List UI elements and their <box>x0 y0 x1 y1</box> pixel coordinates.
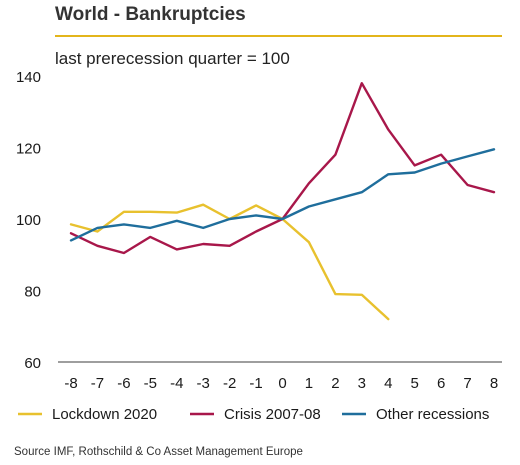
x-tick-label: 2 <box>331 375 339 392</box>
x-tick-label: -4 <box>170 375 183 392</box>
x-tick-label: -2 <box>223 375 236 392</box>
x-tick-label: 6 <box>437 375 445 392</box>
x-tick-label: -7 <box>91 375 104 392</box>
x-tick-label: 4 <box>384 375 392 392</box>
x-tick-label: 3 <box>358 375 366 392</box>
x-tick-label: 0 <box>278 375 286 392</box>
legend-label-1: Lockdown 2020 <box>52 406 157 423</box>
x-tick-label: -6 <box>117 375 130 392</box>
y-tick-label: 80 <box>24 284 41 301</box>
series-line-3 <box>69 148 496 242</box>
chart-subtitle: last prerecession quarter = 100 <box>55 49 290 68</box>
line-chart: 60 80 100 120 140 -8 -7 -6 -5 -4 -3 -2 -1 0 1 2 3 4 5 6 7 8 Lo… <box>16 69 502 423</box>
x-tick-label: 1 <box>305 375 313 392</box>
legend-label-2: Crisis 2007-08 <box>224 406 321 423</box>
x-tick-label: 5 <box>411 375 419 392</box>
x-tick-label: -8 <box>64 375 77 392</box>
x-tick-label: -3 <box>197 375 210 392</box>
x-tick-label: -5 <box>144 375 157 392</box>
x-tick-label: -1 <box>249 375 262 392</box>
x-tick-label: 8 <box>490 375 498 392</box>
source-note: Source IMF, Rothschild & Co Asset Manage… <box>14 446 303 458</box>
series-line-1 <box>69 203 390 321</box>
x-tick-label: 7 <box>463 375 471 392</box>
y-tick-label: 140 <box>16 69 41 86</box>
legend-label-3: Other recessions <box>376 406 489 423</box>
title-rule <box>55 35 502 37</box>
y-tick-label: 60 <box>24 355 41 372</box>
y-tick-label: 100 <box>16 212 41 229</box>
chart-title: World - Bankruptcies <box>55 4 246 25</box>
y-tick-label: 120 <box>16 141 41 158</box>
